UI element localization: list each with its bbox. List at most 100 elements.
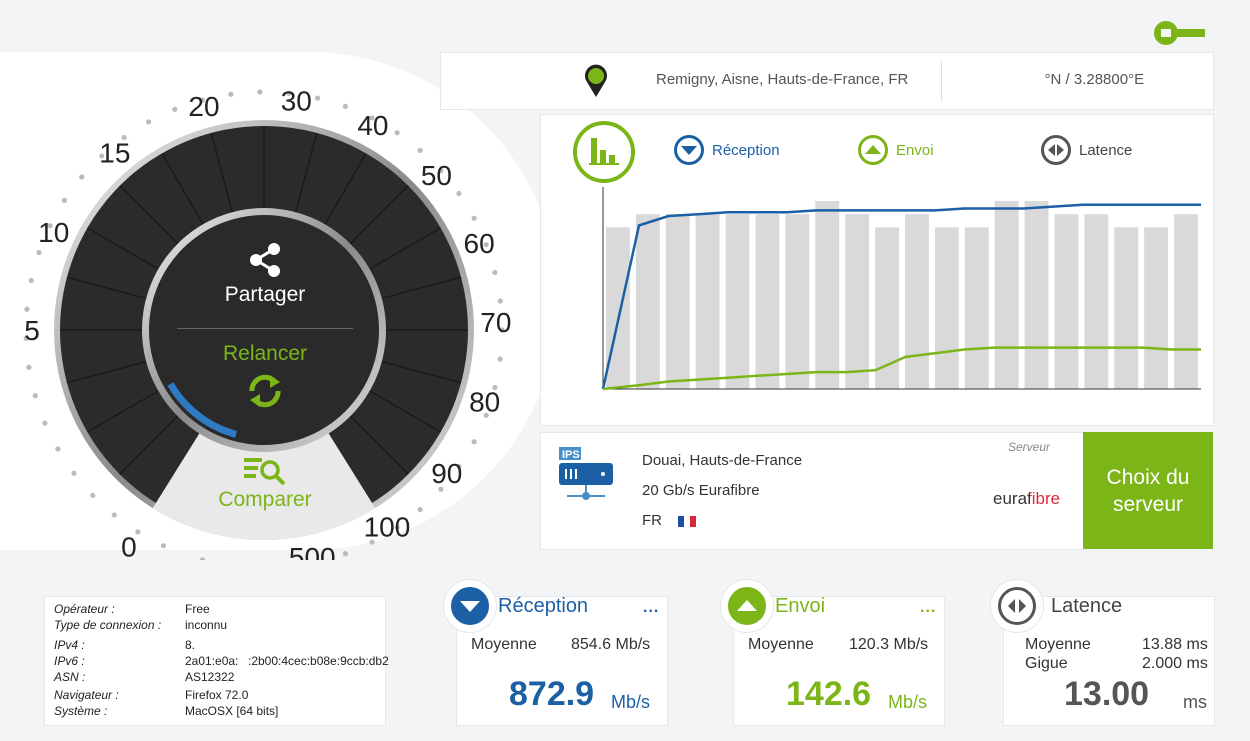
gauge-tick [199,97,206,103]
gauge-tick [71,470,77,476]
gauge-segment [322,152,367,229]
location-text: Remigny, Aisne, Hauts-de-France, FR [656,71,909,88]
latency-bar [1024,201,1049,389]
gauge-tick [369,539,375,545]
connection-info: Opérateur : Free Type de connexion : inconn… [44,596,389,726]
latence-badge [990,579,1044,633]
reception-title: Réception [498,595,589,617]
gauge-tick [417,507,423,513]
wrench-icon[interactable] [1153,18,1205,48]
gauge-scale-label: 70 [480,307,511,338]
latence-value: 13.00 [1064,675,1150,713]
legend-latence[interactable]: Latence [1041,135,1132,165]
latency-bar [994,201,1019,389]
gauge-scale-label: 80 [469,387,500,418]
gauge-tick [315,559,320,560]
gauge-tick [90,492,96,498]
latency-bar [1144,227,1169,389]
info-value: AS12322 [185,670,235,684]
gauge-tick [286,90,292,96]
gauge-tick [394,130,400,136]
graph-panel: Réception Envoi Latence [540,114,1214,426]
latency-bar [1114,227,1139,389]
info-label: Type de connexion : [54,618,162,632]
france-flag-icon [678,515,697,527]
latency-bar [1174,214,1198,389]
gauge-segment [377,359,462,384]
gauge-tick [99,153,105,159]
gauge-tick [111,512,117,518]
gauge-tick [146,119,152,125]
latence-jitter-value: 2.000 ms [1142,655,1208,672]
gauge-segment [365,227,442,272]
reception-unit: Mb/s [611,692,651,712]
gauge-tick [417,147,423,153]
gauge-progress-arc [167,382,238,438]
gauge-scale-label: 40 [357,110,388,141]
gauge-scale-label: 30 [281,85,312,116]
server-panel: IPS Douai, Hauts-de-France 20 Gb/s Euraf… [540,432,1084,550]
upload-icon [728,587,766,625]
chart-icon[interactable] [573,121,635,183]
gauge-tick [42,420,48,426]
info-label: IPv4 : [54,638,85,652]
info-label: ASN : [54,670,86,684]
compare-button[interactable]: Comparer [195,456,335,522]
gauge-tick [492,269,498,276]
envoi-more[interactable]: ... [920,599,937,616]
share-button[interactable]: Partager [200,238,330,313]
latency-icon [1041,135,1071,165]
gauge-tick [257,89,263,95]
gauge-tick [135,529,141,535]
gauge-tick [23,335,29,341]
gauge-tick [456,190,462,197]
gauge-divider [177,328,353,329]
server-city: Douai, Hauts-de-France [642,452,803,469]
gauge-segment [119,412,182,475]
server-provider: 20 Gb/s Eurafibre [642,482,760,499]
legend-reception[interactable]: Réception [674,135,780,165]
choose-server-button[interactable]: Choix du serveur [1083,432,1213,549]
gauge-tick [36,249,42,256]
info-value: 2a01:e0a: :2b00:4cec:b08e:9ccb:db2 [185,654,389,668]
gauge-scale-label: 5 [24,315,40,346]
gauge-tick [471,439,477,445]
gauge-segment [86,388,163,433]
gauge-scale-label: 10 [38,217,69,248]
latency-bar [725,214,750,389]
info-label: Opérateur : [54,602,115,616]
legend-envoi-label: Envoi [896,141,934,159]
latency-bar [695,214,720,389]
gauge-tick [342,103,349,109]
gauge-tick [121,134,127,141]
envoi-badge [720,579,774,633]
gauge-tick [492,384,498,391]
gauge-tick [199,557,206,560]
series-line [601,203,1201,390]
relaunch-button[interactable]: Relancer [195,342,335,420]
gauge-segment [365,388,442,433]
relaunch-label: Relancer [222,342,308,365]
gauge-tick [55,446,61,452]
reception-avg-value: 854.6 Mb/s [571,636,651,653]
reception-more[interactable]: ... [643,599,660,616]
info-value: MacOSX [64 bits] [185,704,279,718]
info-label: Navigateur : [54,688,119,702]
speed-gauge: 05101520304050607080901005001Gb [23,85,511,560]
map-pin-icon [583,64,609,103]
legend-envoi[interactable]: Envoi [858,135,934,165]
gauge-tick [342,551,349,557]
gauge-scale-label: 100 [364,512,411,543]
latency-bar [934,227,959,389]
gauge-segment [66,359,151,384]
reception-value: 872.9 [509,675,595,713]
latence-avg-value: 13.88 ms [1142,636,1208,653]
envoi-avg-value: 120.3 Mb/s [849,636,929,653]
gauge-scale-label: 15 [99,137,130,168]
reception-avg-label: Moyenne [471,636,537,653]
latence-jitter-label: Gigue [1025,655,1068,672]
refresh-icon [245,370,285,412]
gauge-scale-label: 90 [431,458,462,489]
download-icon [674,135,704,165]
server-icon: IPS [557,447,615,507]
